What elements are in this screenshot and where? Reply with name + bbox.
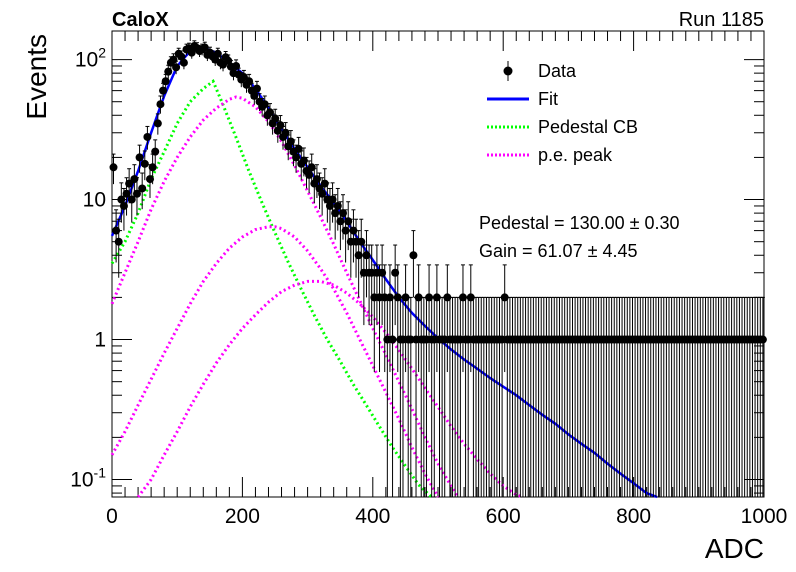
data-point xyxy=(112,209,121,263)
data-point xyxy=(307,153,316,185)
data-point xyxy=(401,264,410,373)
data-point xyxy=(276,115,285,137)
data-point xyxy=(425,264,434,373)
data-point xyxy=(213,47,222,60)
y-tick-label: 10-1 xyxy=(70,465,106,492)
data-point xyxy=(132,177,141,216)
data-points xyxy=(109,40,767,497)
series-line-5 xyxy=(136,279,524,499)
data-point xyxy=(385,264,394,373)
data-point xyxy=(336,201,345,251)
data-point xyxy=(172,60,181,75)
legend: Data Fit Pedestal CB p.e. peak xyxy=(487,61,638,165)
data-point xyxy=(443,264,452,373)
legend-entry-1: Fit xyxy=(487,89,558,109)
header-title: CaloX xyxy=(112,9,169,31)
data-point xyxy=(500,264,509,373)
data-point xyxy=(391,244,400,326)
data-point xyxy=(140,150,149,181)
legend-label: Data xyxy=(538,61,577,81)
data-point xyxy=(466,264,475,373)
data-point xyxy=(432,264,441,373)
data-point xyxy=(179,56,188,70)
data-point xyxy=(393,264,402,373)
data-point xyxy=(143,125,152,150)
y-tick-label: 1 xyxy=(94,329,106,352)
x-tick-label: 400 xyxy=(355,505,390,528)
data-point xyxy=(378,244,387,326)
data-point xyxy=(325,187,334,231)
x-tick-label: 0 xyxy=(106,505,118,528)
legend-entry-0: Data xyxy=(503,61,577,81)
data-point xyxy=(187,46,196,59)
data-point xyxy=(117,182,126,223)
data-point xyxy=(114,218,123,278)
series-line-2 xyxy=(110,78,433,499)
data-point xyxy=(135,144,144,173)
y-tick-label: 102 xyxy=(75,45,106,72)
data-point xyxy=(151,139,160,167)
data-point xyxy=(357,218,366,278)
legend-entry-2: Pedestal CB xyxy=(487,117,638,137)
data-point xyxy=(458,264,467,373)
y-axis-title: Events xyxy=(21,34,52,120)
legend-label: Pedestal CB xyxy=(538,117,638,137)
legend-label: p.e. peak xyxy=(538,145,613,165)
x-tick-label: 1000 xyxy=(741,505,788,528)
data-point xyxy=(148,153,157,185)
data-point xyxy=(153,113,162,135)
y-axis: 10-1 1 10 102 xyxy=(70,45,764,494)
pedestal-annotation: Pedestal = 130.00 ± 0.30 xyxy=(479,213,680,233)
x-tick-label: 600 xyxy=(486,505,521,528)
data-point xyxy=(349,209,358,263)
x-tick-label: 200 xyxy=(225,505,260,528)
x-axis-title: ADC xyxy=(705,533,764,564)
series-line-4 xyxy=(110,225,440,498)
data-point xyxy=(414,264,423,373)
data-point xyxy=(362,230,371,298)
data-point xyxy=(312,164,321,199)
data-point xyxy=(758,296,767,497)
data-point xyxy=(252,80,261,97)
x-axis: 0 200 400 600 800 1000 xyxy=(106,31,787,528)
y-tick-label: 10 xyxy=(83,189,106,212)
data-point xyxy=(331,194,340,240)
data-point xyxy=(109,153,118,185)
legend-label: Fit xyxy=(538,89,558,109)
data-point xyxy=(156,95,165,114)
header-run: Run 1185 xyxy=(679,9,764,31)
data-point xyxy=(409,230,418,298)
data-point xyxy=(138,172,147,210)
gain-annotation: Gain = 61.07 ± 4.45 xyxy=(479,241,638,261)
x-tick-label: 800 xyxy=(616,505,651,528)
series-line-3 xyxy=(110,95,459,498)
legend-entry-3: p.e. peak xyxy=(487,145,613,165)
